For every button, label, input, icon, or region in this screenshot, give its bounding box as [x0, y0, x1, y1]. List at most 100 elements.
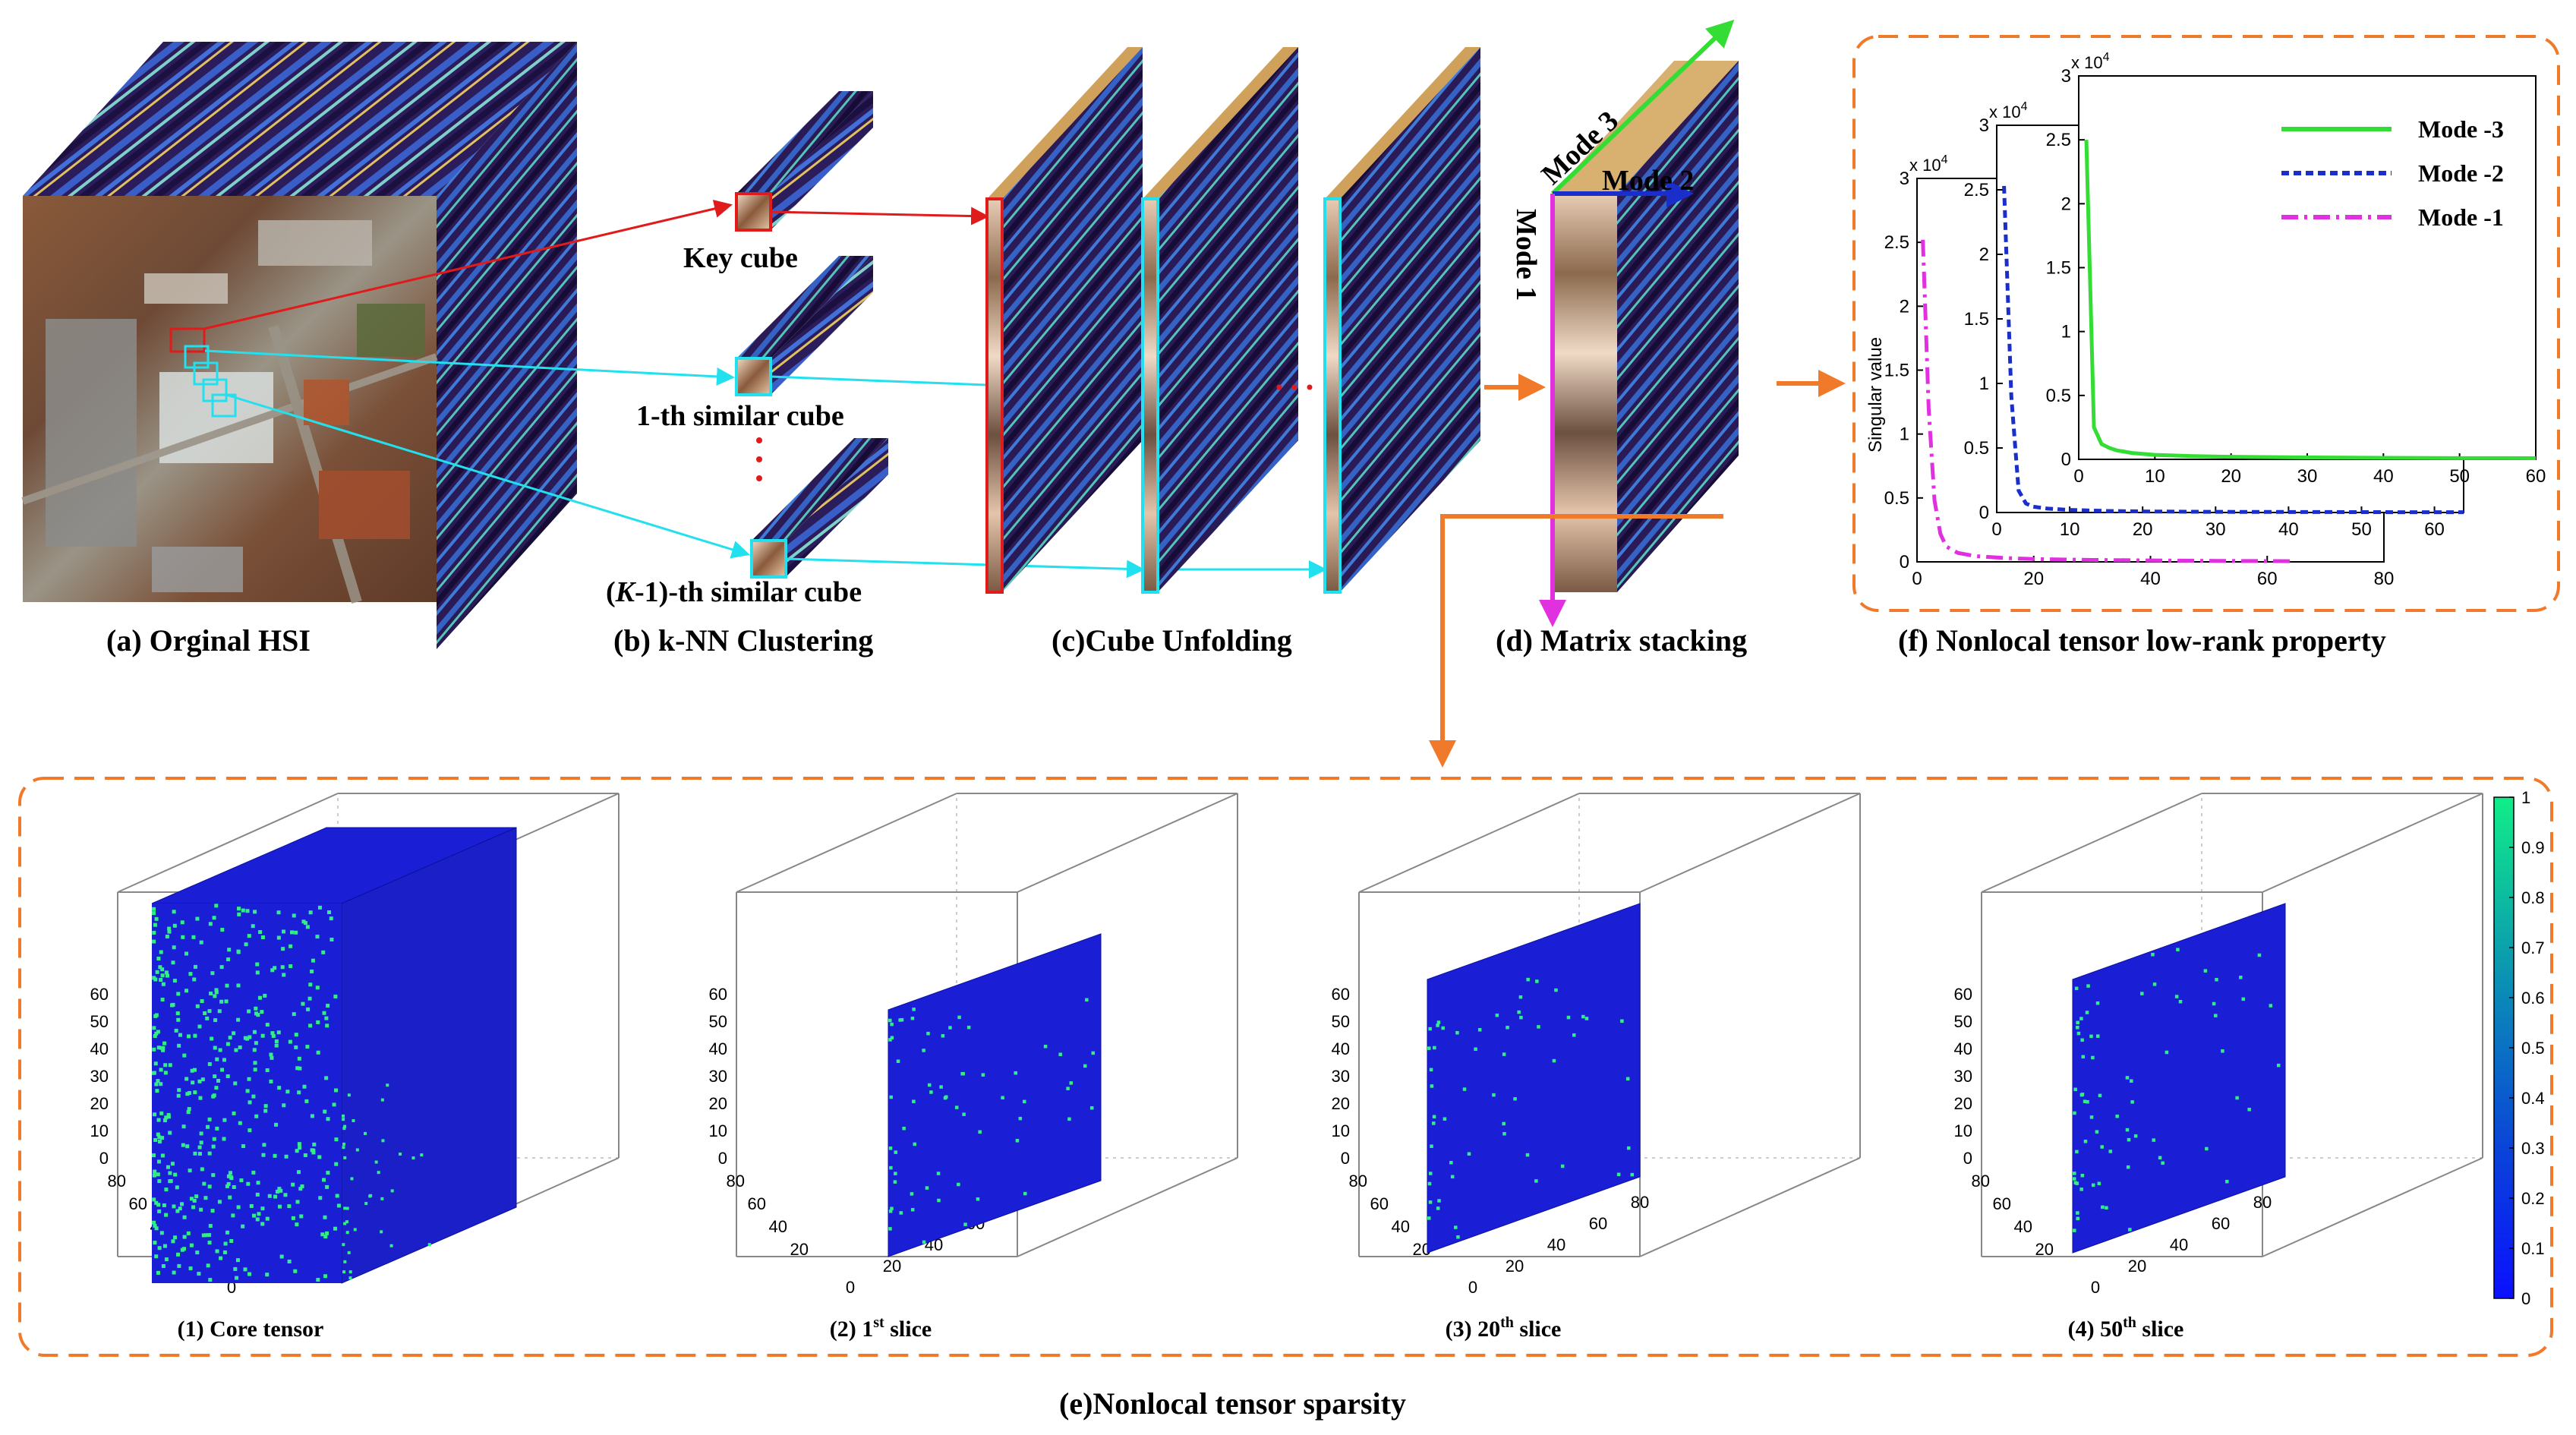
active-voxel — [192, 977, 197, 982]
core-cube-front — [152, 904, 342, 1283]
active-voxel — [164, 1213, 169, 1217]
active-voxel — [1537, 1025, 1540, 1029]
active-voxel — [913, 1142, 917, 1146]
z-tick-label: 20 — [1954, 1094, 1972, 1113]
colorbar-tick-label: 0.8 — [2521, 888, 2545, 907]
active-voxel — [212, 1093, 216, 1098]
active-voxel — [238, 1121, 242, 1125]
x-tick-label: 40 — [2373, 466, 2394, 487]
active-voxel — [172, 945, 176, 950]
active-voxel — [254, 1006, 258, 1011]
y-tick-label: 60 — [1370, 1194, 1389, 1213]
active-voxel — [297, 1142, 301, 1146]
active-voxel — [208, 1224, 213, 1228]
active-voxel — [211, 1144, 216, 1149]
active-voxel — [1492, 1093, 1496, 1097]
active-voxel — [274, 1039, 279, 1043]
active-voxel — [252, 1030, 257, 1034]
active-voxel — [325, 1231, 329, 1235]
active-voxel — [222, 1058, 226, 1062]
active-voxel — [345, 1206, 349, 1210]
x-tick-label: 0 — [2091, 1278, 2100, 1297]
active-voxel — [232, 1111, 236, 1115]
x-tick-label: 0 — [1912, 569, 1922, 589]
active-voxel — [191, 1205, 196, 1210]
active-voxel — [890, 1206, 894, 1211]
active-voxel — [214, 904, 219, 908]
active-voxel — [894, 1172, 897, 1175]
active-voxel — [1001, 1096, 1004, 1099]
active-voxel — [380, 1230, 383, 1234]
active-voxel — [197, 1145, 202, 1150]
active-voxel — [369, 1194, 373, 1197]
active-voxel — [273, 1153, 277, 1158]
active-voxel — [308, 910, 313, 915]
active-voxel — [226, 1174, 231, 1178]
active-voxel — [225, 983, 229, 988]
active-voxel — [247, 1077, 251, 1081]
mode-3-axis — [1550, 19, 1735, 196]
active-voxel — [152, 939, 156, 944]
hsi-cube-right-face — [437, 42, 577, 649]
active-voxel — [347, 1250, 351, 1254]
active-voxel — [249, 1203, 254, 1208]
active-voxel — [156, 1132, 160, 1137]
active-voxel — [283, 1193, 288, 1197]
active-voxel — [2100, 1145, 2104, 1149]
active-voxel — [199, 940, 203, 945]
active-voxel — [316, 1020, 320, 1024]
active-voxel — [156, 1118, 161, 1122]
y-tick-label: 2.5 — [2046, 130, 2071, 150]
active-voxel — [2076, 1211, 2079, 1215]
legend: Mode -3 Mode -2 Mode -1 — [2281, 115, 2504, 231]
active-voxel — [2247, 1108, 2251, 1112]
unfolded-sheet-k — [1323, 47, 1480, 594]
active-voxel — [207, 1151, 212, 1156]
active-voxel — [287, 1204, 292, 1209]
active-voxel — [213, 1018, 218, 1023]
active-voxel — [1043, 1044, 1048, 1049]
active-voxel — [345, 1231, 349, 1235]
active-voxel — [2095, 1130, 2099, 1134]
active-voxel — [1436, 1206, 1440, 1210]
colorbar-tick-label: 0.4 — [2521, 1089, 2545, 1108]
x-tick-label: 20 — [2128, 1257, 2146, 1276]
active-voxel — [2091, 1055, 2095, 1060]
active-voxel — [300, 1184, 304, 1188]
active-voxel — [248, 1035, 252, 1039]
unfold-ellipsis-dots — [1276, 384, 1313, 390]
active-voxel — [263, 1104, 268, 1109]
active-voxel — [245, 1089, 250, 1093]
active-voxel — [260, 1206, 265, 1211]
active-voxel — [342, 1114, 345, 1118]
active-voxel — [265, 1273, 270, 1277]
y-axis-label: Singular value — [1865, 337, 1886, 453]
active-voxel — [2073, 1228, 2076, 1232]
active-voxel — [2205, 1146, 2209, 1151]
frame-edge — [117, 793, 339, 893]
active-voxel — [187, 1091, 191, 1096]
active-voxel — [166, 973, 170, 978]
z-tick-label: 10 — [1954, 1121, 1972, 1140]
active-voxel — [202, 1181, 207, 1186]
active-voxel — [1058, 1052, 1062, 1056]
active-voxel — [224, 999, 229, 1004]
active-voxel — [174, 1028, 178, 1033]
active-voxel — [944, 1095, 948, 1099]
active-voxel — [173, 1172, 178, 1177]
label-superscript: st — [873, 1314, 884, 1331]
active-voxel — [277, 1187, 282, 1191]
active-voxel — [963, 1222, 967, 1226]
active-voxel — [898, 1018, 902, 1022]
active-voxel — [152, 930, 156, 935]
active-voxel — [222, 1137, 226, 1141]
active-voxel — [1625, 1077, 1630, 1081]
y-tick-label: 1 — [1979, 374, 1989, 394]
active-voxel — [1502, 1131, 1506, 1136]
active-voxel — [177, 1043, 181, 1048]
active-voxel — [1428, 1200, 1433, 1204]
active-voxel — [207, 1009, 212, 1014]
active-voxel — [348, 1270, 352, 1274]
frame-edge — [1358, 793, 1580, 893]
active-voxel — [2203, 969, 2208, 973]
